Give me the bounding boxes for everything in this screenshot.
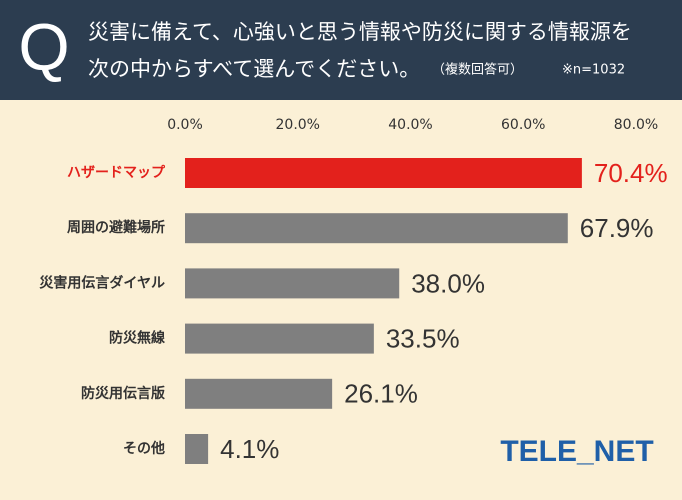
value-label: 33.5% [386, 323, 460, 353]
bar [185, 158, 582, 188]
value-label: 26.1% [344, 379, 418, 409]
annotation: （複数回答可） [432, 62, 523, 78]
category-label: その他 [123, 440, 165, 457]
category-label: 周囲の避難場所 [67, 219, 165, 236]
x-tick-label: 0.0% [167, 117, 203, 133]
title-line: 次の中からすべて選んでください。 [88, 57, 420, 81]
header [0, 0, 682, 100]
value-label: 67.9% [580, 213, 654, 243]
bar [185, 378, 333, 409]
category-label: ハザードマップ [67, 165, 166, 181]
bar [185, 213, 568, 244]
sample-note: ※n=1032 [562, 63, 625, 78]
q-mark: Q [18, 9, 69, 83]
x-tick-label: 40.0% [388, 117, 432, 133]
value-label: 38.0% [411, 268, 485, 298]
x-tick-label: 20.0% [276, 117, 320, 133]
category-label: 災害用伝言ダイヤル [39, 274, 165, 291]
bar [185, 268, 400, 299]
x-tick-label: 80.0% [614, 117, 658, 133]
value-label: 70.4% [594, 158, 668, 188]
logo: TELE_NET [500, 435, 653, 468]
category-label: 防災無線 [109, 330, 165, 347]
bar [185, 323, 374, 354]
bar [185, 434, 209, 464]
value-label: 4.1% [220, 434, 279, 464]
title-line: 災害に備えて、心強いと思う情報や防災に関する情報源を [88, 20, 632, 44]
category-label: 防災用伝言版 [81, 385, 165, 402]
x-tick-label: 60.0% [501, 117, 545, 133]
